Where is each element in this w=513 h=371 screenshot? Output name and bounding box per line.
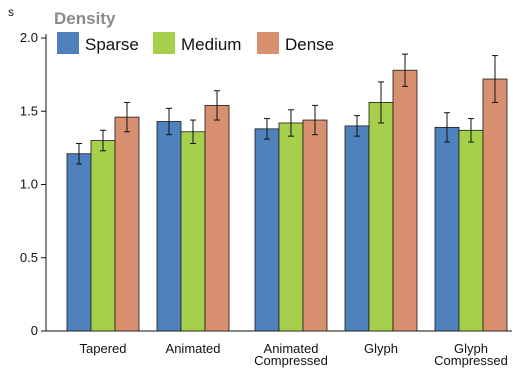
bar-dense	[392, 69, 418, 332]
bar-sparse	[254, 128, 280, 332]
legend-swatch-medium	[153, 32, 175, 54]
legend-label-dense: Dense	[285, 35, 334, 54]
bar-dense	[204, 104, 230, 332]
bar-sparse	[156, 121, 182, 332]
legend-label-medium: Medium	[181, 35, 241, 54]
x-category-label: Animated	[264, 341, 319, 356]
bar-dense	[302, 119, 328, 332]
bar-sparse	[344, 125, 370, 332]
bar-medium	[458, 129, 484, 332]
legend-label-sparse: Sparse	[85, 35, 139, 54]
legend-title: Density	[54, 9, 116, 28]
bar-medium	[180, 131, 206, 332]
bar-medium	[90, 140, 116, 332]
legend-swatch-sparse	[57, 32, 79, 54]
y-tick-label: 2.0	[20, 30, 38, 45]
x-category-label: Compressed	[434, 353, 508, 368]
x-category-label: Compressed	[254, 353, 328, 368]
y-axis-unit-label: s	[8, 5, 14, 19]
bar-dense	[114, 116, 140, 332]
x-category-label: Animated	[166, 341, 221, 356]
y-tick-label: 0.5	[20, 250, 38, 265]
legend-swatch-dense	[257, 32, 279, 54]
x-category-label: Glyph	[454, 341, 488, 356]
x-category-label: Glyph	[364, 341, 398, 356]
bar-dense	[482, 78, 508, 332]
bar-medium	[368, 102, 394, 332]
y-tick-label: 1.5	[20, 103, 38, 118]
x-category-label: Tapered	[80, 341, 127, 356]
bar-medium	[278, 122, 304, 332]
bar-sparse	[66, 153, 92, 332]
y-tick-label: 1.0	[20, 177, 38, 192]
y-tick-label: 0	[31, 323, 38, 338]
bar-sparse	[434, 126, 460, 332]
